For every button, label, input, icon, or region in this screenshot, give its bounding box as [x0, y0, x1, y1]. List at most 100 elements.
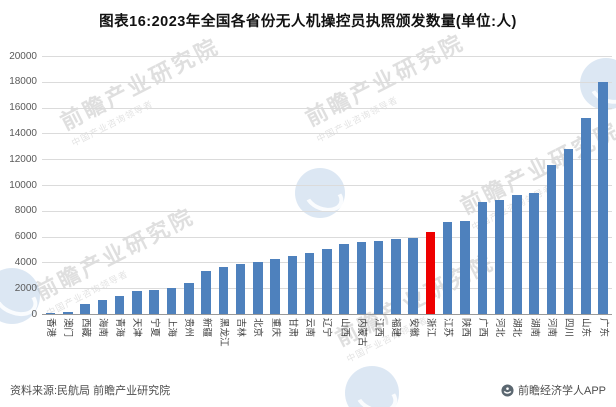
bar [97, 299, 108, 314]
bar [322, 248, 332, 314]
x-axis-label: 广西 [476, 318, 488, 338]
source-note: 资料来源:民航局 前瞻产业研究院 [10, 385, 171, 397]
gridline [42, 159, 612, 161]
x-axis-label: 重庆 [269, 318, 281, 338]
bar [63, 312, 73, 314]
gridline [42, 107, 612, 109]
x-axis-label-cell: 四川 [560, 317, 577, 373]
x-axis-label-cell: 甘肃 [284, 317, 301, 373]
x-axis-label: 福建 [390, 318, 402, 338]
y-axis-tick-label: 20000 [9, 50, 37, 62]
bar [529, 192, 539, 314]
bars-container [42, 56, 612, 314]
x-axis-label-cell: 新疆 [197, 317, 214, 373]
x-axis-label-cell: 辽宁 [318, 317, 335, 373]
bar-column [128, 56, 145, 314]
bar-column [525, 56, 542, 314]
y-axis-tick-label: 18000 [9, 76, 37, 88]
bar-column [336, 56, 353, 314]
x-axis-label-cell: 广西 [474, 317, 491, 373]
bar-column [387, 56, 404, 314]
x-axis-label: 山西 [338, 318, 350, 338]
x-axis-label-cell: 宁夏 [146, 317, 163, 373]
x-axis-label: 河北 [494, 318, 506, 338]
bar [442, 222, 453, 314]
bar [598, 81, 608, 314]
x-axis-label: 上海 [165, 318, 177, 338]
x-axis-label-cell: 浙江 [422, 317, 439, 373]
y-axis-tick-label: 16000 [9, 102, 37, 114]
x-axis-label-cell: 河南 [543, 317, 560, 373]
bar-column [456, 56, 473, 314]
y-axis-tick-label: 4000 [14, 256, 37, 268]
x-axis-label: 北京 [252, 318, 264, 338]
x-axis-label-cell: 广东 [595, 317, 612, 373]
x-axis-label: 西藏 [79, 318, 91, 338]
x-axis-label: 辽宁 [321, 318, 333, 338]
x-axis-label-cell: 河北 [491, 317, 508, 373]
bar-highlighted [425, 232, 436, 314]
bar [460, 221, 470, 314]
x-axis-label-cell: 山西 [336, 317, 353, 373]
footer: 资料来源:民航局 前瞻产业研究院 前瞻经济学人APP [10, 382, 606, 398]
bar [45, 312, 56, 314]
bar [339, 243, 349, 314]
x-axis-label-cell: 海南 [94, 317, 111, 373]
bar-column [197, 56, 214, 314]
bar-column [94, 56, 111, 314]
bar [184, 283, 194, 314]
x-axis-label: 天津 [131, 318, 143, 338]
brand-label: 前瞻经济学人APP [517, 385, 606, 397]
bar [287, 255, 298, 314]
bar [546, 165, 557, 314]
bar-column [249, 56, 266, 314]
bar-column [284, 56, 301, 314]
x-axis-label-cell: 黑龙江 [215, 317, 232, 373]
bar [304, 253, 315, 314]
x-axis-label: 湖南 [528, 318, 540, 338]
x-axis-label: 澳门 [62, 318, 74, 338]
bar-column [491, 56, 508, 314]
x-axis-label: 河南 [545, 318, 557, 338]
bar-column [215, 56, 232, 314]
gridline [42, 236, 612, 238]
plot-area: 0 2000 4000 6000 8000 10000 12000 14000 16000 180… [9, 51, 612, 347]
x-axis-label-cell: 江苏 [439, 317, 456, 373]
bar [166, 288, 177, 314]
bar-column [405, 56, 422, 314]
bar [201, 271, 211, 314]
x-axis-label-cell: 湖北 [508, 317, 525, 373]
bar [270, 258, 280, 314]
bar [512, 195, 522, 314]
x-axis-label-cell: 安徽 [405, 317, 422, 373]
x-axis-label-cell: 福建 [387, 317, 404, 373]
bar [494, 199, 505, 314]
y-axis-tick-label: 12000 [9, 153, 37, 165]
bar [408, 237, 418, 314]
gridline [42, 81, 612, 83]
x-axis-label: 香港 [45, 318, 57, 338]
bar-column [422, 56, 439, 314]
bar-column [439, 56, 456, 314]
bar-column [577, 56, 594, 314]
x-axis-label: 黑龙江 [217, 318, 229, 347]
bar-column [370, 56, 387, 314]
y-axis-tick-label: 10000 [9, 179, 37, 191]
x-axis-label: 云南 [304, 318, 316, 338]
x-axis-label: 江西 [373, 318, 385, 338]
x-axis-label: 内蒙古 [355, 318, 367, 347]
x-axis-label-cell: 北京 [249, 317, 266, 373]
x-axis-label: 海南 [96, 318, 108, 338]
brand-note: 前瞻经济学人APP [501, 382, 606, 398]
bar-column [266, 56, 283, 314]
gridline [42, 133, 612, 135]
bar-column [301, 56, 318, 314]
bar-column [232, 56, 249, 314]
gridline [42, 210, 612, 212]
x-axis-label-cell: 重庆 [266, 317, 283, 373]
bar-column [111, 56, 128, 314]
bar-column [180, 56, 197, 314]
x-axis-label-cell: 山东 [577, 317, 594, 373]
y-axis-tick-label: 6000 [14, 231, 37, 243]
bar [80, 303, 90, 314]
